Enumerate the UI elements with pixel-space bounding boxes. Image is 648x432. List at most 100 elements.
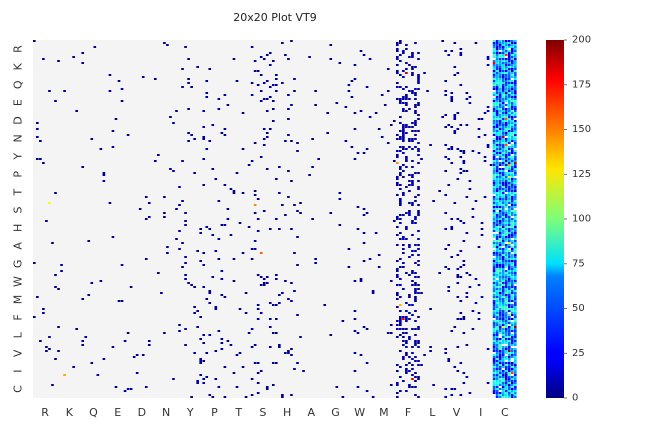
heatmap-cell [507,292,511,294]
heatmap-cell [492,56,496,58]
heatmap-cell [501,182,505,184]
heatmap-cell [396,268,399,270]
heatmap-cell [371,292,375,294]
heatmap-cell [411,160,414,162]
heatmap-cell [399,304,402,306]
heatmap-cell [504,160,508,162]
heatmap-cell [402,288,405,290]
heatmap-cell [414,216,417,218]
heatmap-cell [501,302,505,304]
heatmap-cell [513,124,517,126]
heatmap-cell [510,206,514,208]
heatmap-cell [492,246,496,248]
heatmap-cell [501,88,505,90]
heatmap-cell [126,134,130,136]
heatmap-cell [513,314,517,316]
heatmap-cell [350,146,354,148]
heatmap-cell [459,220,463,222]
heatmap-cell [492,340,496,342]
heatmap-cell [314,90,317,92]
heatmap-cell [498,132,502,134]
heatmap-cell [459,362,463,364]
heatmap-cell [414,344,417,346]
heatmap-cell [169,116,172,118]
heatmap-cell [414,134,417,136]
heatmap-cell [510,350,514,352]
heatmap-cell [495,104,499,106]
heatmap-cell [498,194,502,196]
heatmap-cell [444,114,448,116]
heatmap-cell [468,392,472,394]
heatmap-cell [302,370,305,372]
heatmap-cell [33,316,36,318]
heatmap-cell [507,334,511,336]
heatmap-cell [495,202,499,204]
heatmap-cell [495,78,499,80]
heatmap-cell [396,306,399,308]
heatmap-cell [513,312,517,314]
heatmap-cell [459,150,463,152]
heatmap-cell [513,326,517,328]
heatmap-cell [429,144,432,146]
heatmap-cell [501,90,505,92]
heatmap-cell [510,180,514,182]
heatmap-cell [498,114,502,116]
heatmap-cell [456,178,460,180]
heatmap-cell [513,180,517,182]
heatmap-cell [495,172,499,174]
heatmap-cell [501,226,505,228]
y-tick-label: V [12,349,25,357]
heatmap-cell [504,76,508,78]
heatmap-cell [504,212,508,214]
heatmap-cell [504,258,508,260]
heatmap-cell [498,226,502,228]
heatmap-cell [396,234,399,236]
heatmap-cell [250,328,254,330]
heatmap-cell [504,168,508,170]
heatmap-cell [250,46,254,48]
heatmap-cell [510,222,514,224]
heatmap-cell [501,116,505,118]
heatmap-cell [495,82,499,84]
heatmap-cell [507,156,511,158]
heatmap-cell [411,328,414,330]
heatmap-cell [498,152,502,154]
heatmap-cell [495,342,499,344]
heatmap-cell [377,128,381,130]
heatmap-cell [495,378,499,380]
heatmap-cell [399,184,402,186]
heatmap-cell [402,130,405,132]
heatmap-cell [513,290,517,292]
heatmap-cell [386,90,390,92]
heatmap-cell [399,54,402,56]
heatmap-cell [513,160,517,162]
heatmap-cell [501,134,505,136]
heatmap-cell [256,304,260,306]
heatmap-cell [465,196,469,198]
heatmap-cell [129,388,133,390]
heatmap-cell [495,298,499,300]
heatmap-cell [498,180,502,182]
heatmap-cell [513,360,517,362]
heatmap-cell [501,150,505,152]
heatmap-cell [513,120,517,122]
heatmap-cell [175,110,178,112]
heatmap-cell [226,340,230,342]
heatmap-cell [495,116,499,118]
heatmap-cell [278,302,281,304]
heatmap-cell [501,316,505,318]
heatmap-cell [510,146,514,148]
y-tick-label: D [12,116,25,124]
heatmap-cell [492,300,496,302]
heatmap-cell [495,192,499,194]
heatmap-cell [507,298,511,300]
heatmap-cell [54,358,57,360]
heatmap-cell [504,232,508,234]
heatmap-cell [356,332,360,334]
heatmap-cell [396,176,399,178]
heatmap-cell [492,380,496,382]
heatmap-cell [57,60,60,62]
heatmap-cell [396,276,399,278]
heatmap-cell [426,90,429,92]
heatmap-cell [501,266,505,268]
